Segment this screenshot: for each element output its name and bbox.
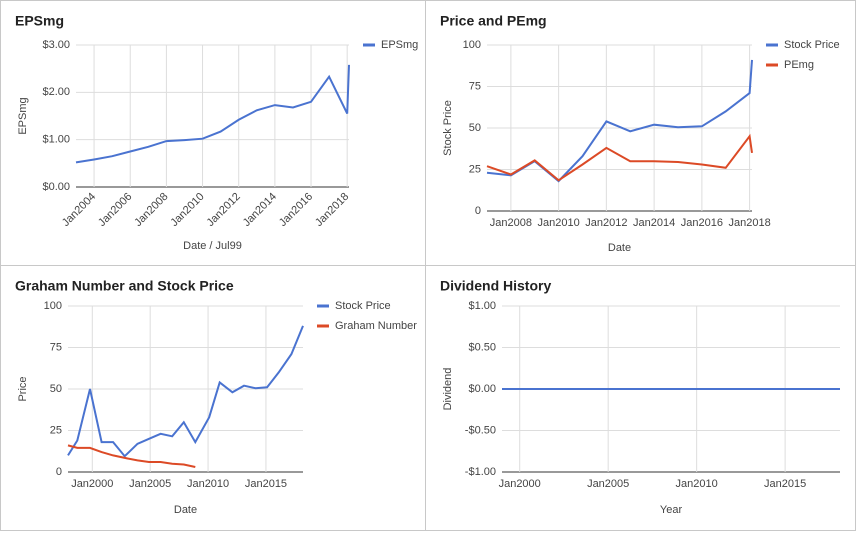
x-tick-label: Jan2010 <box>187 478 229 490</box>
legend-label: Graham Number <box>335 320 417 332</box>
x-tick-label: Jan2014 <box>241 191 279 229</box>
x-tick-label: Jan2012 <box>585 217 627 229</box>
legend-swatch <box>317 324 329 328</box>
x-axis-label: Date / Jul99 <box>183 240 242 252</box>
y-tick-label: 75 <box>469 80 481 92</box>
y-tick-label: 25 <box>469 163 481 175</box>
y-tick-label: -$0.50 <box>465 424 496 436</box>
chart-panel: Dividend History -$1.00 -$0.50 $0.00 $0.50 $1… <box>425 265 856 531</box>
chart-title: EPSmg <box>15 13 64 29</box>
chart-panel: Graham Number and Stock Price 0 25 50 75 100 J… <box>0 265 426 531</box>
legend-label: Stock Price <box>784 39 840 51</box>
chart-title: Graham Number and Stock Price <box>15 278 234 294</box>
y-tick-label: $0.00 <box>468 383 496 395</box>
x-tick-label: Jan2010 <box>676 478 718 490</box>
x-tick-label: Jan2016 <box>681 217 723 229</box>
y-axis-label: EPSmg <box>17 97 29 134</box>
y-tick-label: -$1.00 <box>465 466 496 478</box>
y-tick-label: $3.00 <box>42 39 70 51</box>
x-tick-label: Jan2005 <box>129 478 171 490</box>
y-tick-label: 50 <box>50 383 62 395</box>
x-tick-label: Jan2016 <box>277 191 315 229</box>
y-axis-label: Stock Price <box>442 100 454 156</box>
series-line <box>67 325 304 458</box>
y-axis-label: Dividend <box>442 368 454 411</box>
y-tick-label: 0 <box>56 466 62 478</box>
series-line <box>486 59 753 183</box>
x-tick-label: Jan2000 <box>499 478 541 490</box>
y-tick-label: $1.00 <box>42 134 70 146</box>
y-tick-label: $2.00 <box>42 86 70 98</box>
y-tick-label: 100 <box>44 300 62 312</box>
legend-swatch <box>317 304 329 308</box>
y-tick-label: 25 <box>50 424 62 436</box>
y-tick-label: $1.00 <box>468 300 496 312</box>
y-tick-label: $0.50 <box>468 341 496 353</box>
x-tick-label: Jan2008 <box>490 217 532 229</box>
chart-panel: EPSmg$0.00$1.00$2.00$3.00Jan2004Jan2006J… <box>0 0 426 266</box>
series-line <box>67 444 196 468</box>
legend-label: PEmg <box>784 59 814 71</box>
x-tick-label: Jan2015 <box>245 478 287 490</box>
x-axis-label: Date <box>174 504 197 516</box>
x-tick-label: Jan2000 <box>71 478 113 490</box>
x-tick-label: Jan2010 <box>538 217 580 229</box>
legend-swatch <box>766 63 778 67</box>
chart-panel: Price and PEmg 0 25 50 75 100 Jan2008 Jan2010 Ja… <box>425 0 856 266</box>
x-tick-label: Jan2018 <box>729 217 771 229</box>
x-tick-label: Jan2018 <box>313 191 351 229</box>
y-tick-label: 75 <box>50 341 62 353</box>
x-axis-label: Date <box>608 242 631 254</box>
legend-swatch <box>766 43 778 47</box>
x-axis-label: Year <box>660 504 683 516</box>
y-tick-label: 0 <box>475 205 481 217</box>
x-tick-label: Jan2005 <box>587 478 629 490</box>
legend-label: Stock Price <box>335 300 391 312</box>
legend-label: EPSmg <box>381 39 418 51</box>
x-tick-label: Jan2014 <box>633 217 675 229</box>
x-tick-label: Jan2006 <box>96 191 134 229</box>
x-tick-label: Jan2004 <box>60 191 98 229</box>
chart-title: Dividend History <box>440 278 551 294</box>
x-tick-label: Jan2010 <box>168 191 206 229</box>
x-tick-label: Jan2012 <box>205 191 243 229</box>
y-tick-label: $0.00 <box>42 181 70 193</box>
y-axis-label: Price <box>17 376 29 401</box>
chart-title: Price and PEmg <box>440 13 547 29</box>
x-tick-label: Jan2008 <box>132 191 170 229</box>
y-tick-label: 50 <box>469 122 481 134</box>
y-tick-label: 100 <box>463 39 481 51</box>
series-line <box>486 133 753 182</box>
legend-swatch <box>363 43 375 47</box>
series-line <box>75 64 350 164</box>
x-tick-label: Jan2015 <box>764 478 806 490</box>
